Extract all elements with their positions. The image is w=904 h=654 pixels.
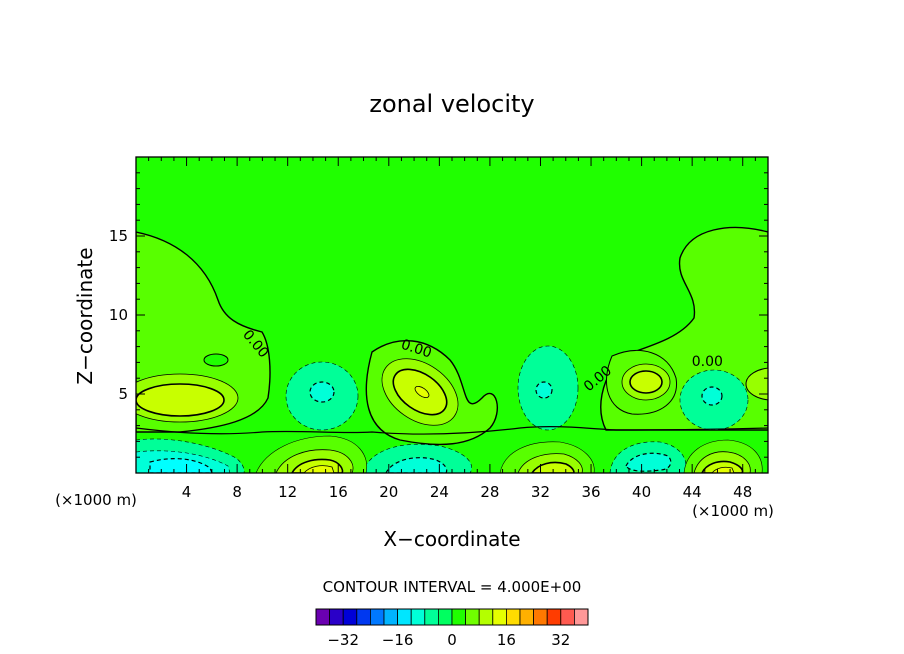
colorbar-swatch — [546, 608, 562, 626]
colorbar-swatch — [315, 608, 331, 626]
colorbar-swatch — [574, 608, 589, 626]
neg-low-3b — [625, 452, 672, 472]
colorbar-swatch — [478, 608, 494, 626]
colorbar-swatch — [424, 608, 439, 626]
colorbar-tick-label: 0 — [447, 631, 457, 649]
colorbar-swatch — [410, 608, 426, 626]
neg-mid-3b — [701, 386, 723, 406]
colorbar-tick-label: −32 — [327, 631, 359, 649]
neg-mid-2b — [535, 381, 553, 399]
colorbar-tick-label: −16 — [382, 631, 414, 649]
colorbar-swatch — [505, 608, 521, 626]
x-axis-label: X−coordinate — [383, 527, 520, 551]
pos-core-1b — [136, 383, 225, 417]
colorbar-swatch — [369, 608, 385, 626]
pos-core-3b — [629, 370, 663, 394]
colorbar-swatch — [397, 608, 412, 626]
x-tick-label: 16 — [329, 483, 348, 501]
small-cell — [203, 353, 229, 367]
colorbar-swatch — [437, 608, 453, 626]
x-tick-label: 32 — [531, 483, 550, 501]
colorbar-swatch — [356, 608, 371, 626]
colorbar-swatch — [383, 608, 399, 626]
y-tick-label: 5 — [118, 385, 128, 403]
colorbar-swatch — [465, 608, 480, 626]
x-tick-label: 44 — [683, 483, 702, 501]
x-tick-label: 28 — [480, 483, 499, 501]
neg-low-1c — [149, 458, 213, 473]
x-unit-right: (×1000 m) — [692, 502, 774, 520]
chart-title: zonal velocity — [369, 90, 534, 118]
y-axis: 5 10 15 — [109, 172, 768, 458]
contour-label: 0.00 — [692, 354, 723, 370]
colorbar-swatch — [519, 608, 535, 626]
x-tick-label: 12 — [278, 483, 297, 501]
colorbar-swatch — [329, 608, 344, 626]
colorbar-tick-label: 16 — [497, 631, 516, 649]
x-unit-left: (×1000 m) — [55, 491, 137, 509]
colorbar-swatch — [533, 608, 548, 626]
colorbar: −32 −16 0 16 32 — [315, 608, 589, 649]
contour-interval-label: CONTOUR INTERVAL = 4.000E+00 — [323, 578, 582, 596]
y-axis-label: Z−coordinate — [73, 247, 97, 384]
lower-zero-contour — [136, 426, 768, 435]
colorbar-swatch — [342, 608, 358, 626]
x-tick-label: 8 — [232, 483, 242, 501]
contour-field — [136, 226, 768, 473]
x-tick-label: 48 — [733, 483, 752, 501]
x-tick-label: 20 — [379, 483, 398, 501]
colorbar-tick-label: 32 — [551, 631, 570, 649]
y-tick-label: 10 — [109, 306, 128, 324]
colorbar-swatch — [451, 608, 467, 626]
y-tick-label: 15 — [109, 227, 128, 245]
pos-core-2c — [414, 385, 430, 399]
pos-low-2c — [531, 461, 575, 473]
x-tick-label: 24 — [430, 483, 449, 501]
pos-low-1d — [303, 465, 335, 473]
colorbar-frame — [315, 608, 589, 626]
pos-edge-right — [745, 367, 768, 401]
x-tick-label: 4 — [182, 483, 192, 501]
x-axis: 4 8 12 16 20 24 28 32 36 40 44 48 — [148, 157, 756, 501]
neg-mid-1b — [309, 381, 335, 403]
colorbar-swatch — [492, 608, 507, 626]
colorbar-swatch — [560, 608, 575, 626]
x-tick-label: 40 — [632, 483, 651, 501]
x-tick-label: 36 — [581, 483, 600, 501]
